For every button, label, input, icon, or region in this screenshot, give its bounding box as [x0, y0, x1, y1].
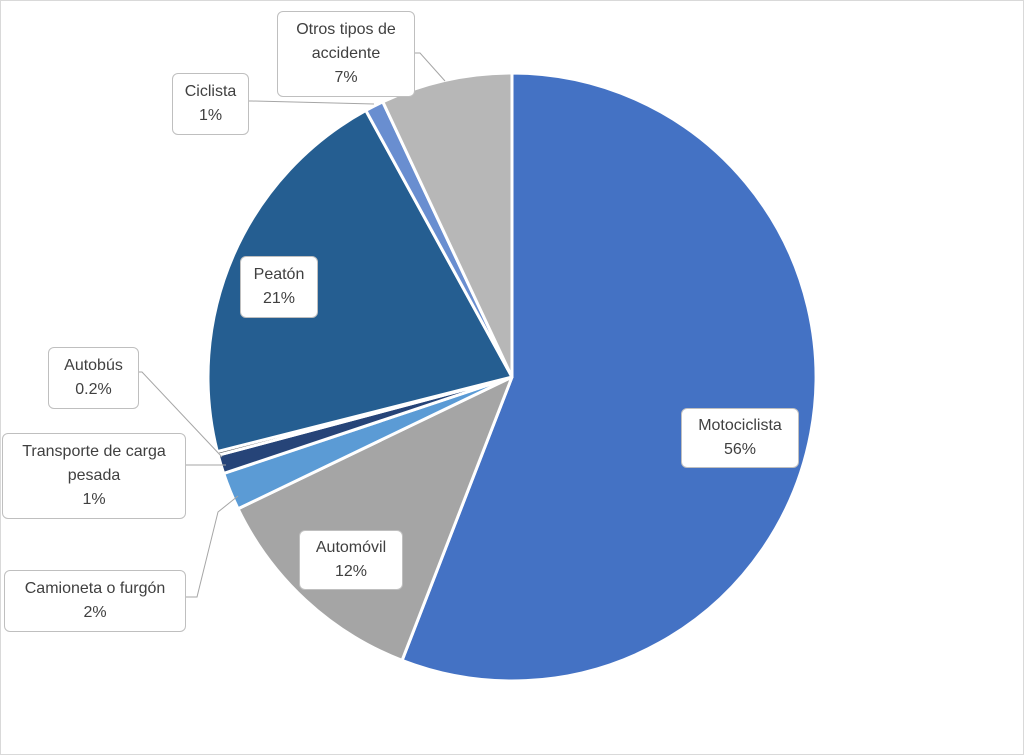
data-label-category: Ciclista — [184, 83, 237, 100]
data-label-percent: 56% — [723, 441, 757, 458]
data-label-percent: 2% — [83, 604, 107, 621]
data-label-category: Automóvil — [315, 539, 387, 556]
data-label-percent: 12% — [334, 563, 368, 580]
pie-slice-motociclista — [400, 71, 818, 683]
data-label-category: pesada — [67, 467, 121, 484]
data-label-category: Autobús — [64, 357, 123, 374]
data-label-percent: 0.2% — [75, 381, 112, 398]
data-label-category: Camioneta o furgón — [24, 580, 166, 597]
leader-line-otros-tipos-de-accidente — [415, 52, 446, 82]
data-label-motociclista: Motociclista 56% — [681, 408, 799, 468]
data-label-category: Transporte de carga — [22, 443, 166, 460]
leader-line-ciclista — [249, 100, 375, 105]
data-label-category: Motociclista — [698, 417, 782, 434]
data-label-percent: 21% — [262, 290, 296, 307]
data-label-automovil: Automóvil 12% — [299, 530, 403, 590]
data-label-percent: 7% — [334, 69, 358, 86]
data-label-transporte-de-carga-pesada: Transporte de carga pesada 1% — [2, 433, 186, 519]
data-label-percent: 1% — [198, 107, 223, 124]
data-label-ciclista: Ciclista 1% — [172, 73, 249, 135]
leader-line-camioneta-o-furgon — [186, 495, 239, 598]
pie-slice-peaton — [206, 108, 514, 454]
data-label-category: Peatón — [253, 266, 305, 283]
data-label-camioneta-o-furgon: Camioneta o furgón 2% — [4, 570, 186, 632]
data-label-autobus: Autobús 0.2% — [48, 347, 139, 409]
data-label-peaton: Peatón 21% — [240, 256, 318, 318]
data-label-percent: 1% — [82, 491, 106, 508]
data-label-otros-tipos-de-accidente: Otros tipos de accidente 7% — [277, 11, 415, 97]
leader-line-autobus — [139, 371, 223, 458]
data-label-category: accidente — [311, 45, 381, 62]
pie-slice-otros-tipos-de-accidente — [381, 71, 514, 379]
data-label-category: Otros tipos de — [296, 21, 396, 38]
